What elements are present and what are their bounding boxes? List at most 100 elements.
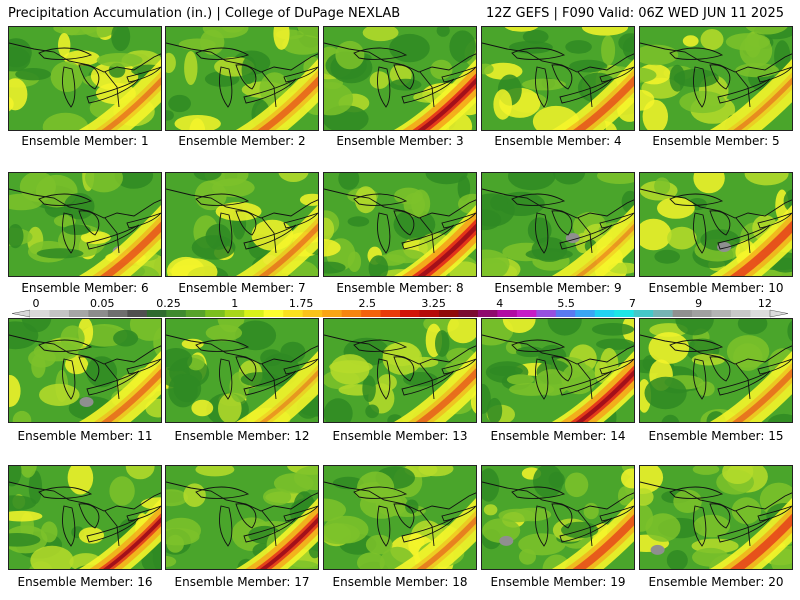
member-caption: Ensemble Member: 1 [21, 134, 149, 148]
colorbar-tick-label: 9 [695, 297, 702, 310]
precipitation-map [324, 27, 476, 130]
precipitation-map [324, 466, 476, 569]
colorbar-tick-label: 1 [231, 297, 238, 310]
member-map-panel [165, 465, 319, 570]
member-caption: Ensemble Member: 17 [174, 575, 310, 589]
precipitation-colorbar: 0 0.05 0.25 1 1.75 2.5 3.25 4 5.5 7 9 12 [11, 297, 789, 318]
precipitation-map [166, 319, 318, 422]
colorbar-tick-label: 0.25 [156, 297, 181, 310]
member-map-panel [639, 465, 793, 570]
colorbar-swatch [711, 310, 732, 317]
precipitation-map [640, 466, 792, 569]
member-caption: Ensemble Member: 14 [490, 429, 626, 443]
member-caption: Ensemble Member: 5 [652, 134, 780, 148]
member-caption: Ensemble Member: 3 [336, 134, 464, 148]
colorbar-swatch [68, 310, 89, 317]
colorbar-swatch [555, 310, 576, 317]
colorbar-swatch [185, 310, 206, 317]
colorbar-swatch [322, 310, 342, 317]
colorbar-swatch [146, 310, 167, 317]
colorbar-tick-label: 4 [496, 297, 503, 310]
colorbar-swatch [477, 310, 498, 317]
colorbar-swatch [458, 310, 479, 317]
member-caption: Ensemble Member: 16 [17, 575, 153, 589]
member-map-panel [481, 318, 635, 423]
colorbar-swatch [302, 310, 323, 317]
member-map-panel [8, 465, 162, 570]
colorbar-swatch [692, 310, 712, 317]
precipitation-map [482, 173, 634, 276]
colorbar-swatch [224, 310, 245, 317]
member-map-panel [481, 172, 635, 277]
member-map-panel [8, 26, 162, 131]
member-map-panel [639, 318, 793, 423]
colorbar-tick-label: 3.25 [421, 297, 446, 310]
colorbar-swatch [244, 310, 264, 317]
member-map-panel [323, 172, 477, 277]
member-caption: Ensemble Member: 2 [178, 134, 306, 148]
colorbar-swatch [750, 310, 771, 317]
colorbar-swatch [283, 310, 303, 317]
member-caption: Ensemble Member: 19 [490, 575, 626, 589]
precipitation-map [324, 319, 476, 422]
precipitation-map [640, 319, 792, 422]
colorbar-tick-label: 1.75 [289, 297, 314, 310]
colorbar-swatch [438, 310, 459, 317]
member-caption: Ensemble Member: 12 [174, 429, 310, 443]
colorbar-swatch [633, 310, 654, 317]
colorbar-swatch [594, 310, 615, 317]
member-map-panel [481, 26, 635, 131]
colorbar-swatch [497, 310, 518, 317]
precipitation-map [482, 27, 634, 130]
colorbar-swatch [88, 310, 109, 317]
colorbar-swatch [536, 310, 557, 317]
colorbar-swatch [107, 310, 128, 317]
member-map-panel [323, 465, 477, 570]
member-caption: Ensemble Member: 6 [21, 281, 149, 295]
colorbar-tick-label: 2.5 [359, 297, 377, 310]
member-map-panel [481, 465, 635, 570]
member-caption: Ensemble Member: 7 [178, 281, 306, 295]
member-caption: Ensemble Member: 9 [494, 281, 622, 295]
colorbar-swatch [205, 310, 226, 317]
member-caption: Ensemble Member: 15 [648, 429, 784, 443]
colorbar-swatch [30, 310, 50, 317]
colorbar-swatch [731, 310, 751, 317]
colorbar-swatch [516, 310, 537, 317]
colorbar-swatch [263, 310, 284, 317]
member-map-panel [323, 318, 477, 423]
precipitation-map [9, 27, 161, 130]
precipitation-map [324, 173, 476, 276]
member-caption: Ensemble Member: 8 [336, 281, 464, 295]
member-map-panel [323, 26, 477, 131]
chart-title: Precipitation Accumulation (in.) | Colle… [8, 6, 401, 21]
member-caption: Ensemble Member: 13 [332, 429, 468, 443]
member-map-panel [165, 26, 319, 131]
precipitation-map [482, 466, 634, 569]
member-caption: Ensemble Member: 10 [648, 281, 784, 295]
colorbar-tick-label: 0.05 [90, 297, 115, 310]
colorbar-right-arrow [769, 309, 789, 318]
precipitation-map [9, 173, 161, 276]
precipitation-map [640, 173, 792, 276]
member-map-panel [8, 318, 162, 423]
colorbar-swatch [49, 310, 70, 317]
precipitation-map [640, 27, 792, 130]
member-map-panel [639, 26, 793, 131]
colorbar-tick-label: 0 [33, 297, 40, 310]
precipitation-map [166, 173, 318, 276]
member-caption: Ensemble Member: 11 [17, 429, 153, 443]
precipitation-map [9, 319, 161, 422]
member-map-panel [165, 172, 319, 277]
colorbar-tick-label: 12 [758, 297, 772, 310]
model-run-valid-time: 12Z GEFS | F090 Valid: 06Z WED JUN 11 20… [485, 6, 784, 21]
member-caption: Ensemble Member: 4 [494, 134, 622, 148]
colorbar-swatch [672, 310, 693, 317]
colorbar-swatch [419, 310, 440, 317]
colorbar-swatch [127, 310, 148, 317]
member-caption: Ensemble Member: 18 [332, 575, 468, 589]
precipitation-map [482, 319, 634, 422]
colorbar-swatch [166, 310, 187, 317]
colorbar-swatch [653, 310, 673, 317]
member-map-panel [165, 318, 319, 423]
